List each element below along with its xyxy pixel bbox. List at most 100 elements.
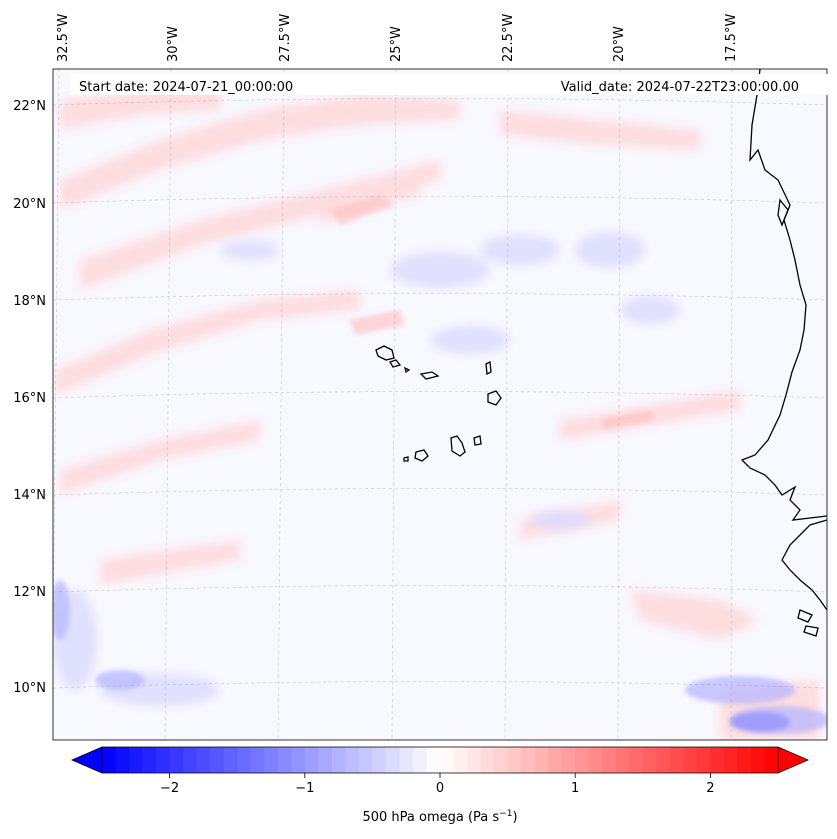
colorbar-cell <box>264 747 279 773</box>
santiago-island <box>450 435 466 457</box>
colorbar-tick-label: −2 <box>160 781 179 796</box>
santo-antao-island <box>375 345 395 361</box>
colorbar-tick-label: −1 <box>295 781 314 796</box>
colorbar-cell <box>453 747 468 773</box>
colorbar-cell <box>426 747 441 773</box>
colorbar-cell <box>196 747 211 773</box>
colorbar-cell <box>237 747 252 773</box>
colorbar-cell <box>710 747 725 773</box>
colorbar-cell <box>358 747 373 773</box>
colorbar-cell <box>548 747 563 773</box>
colorbar-tick-label: 0 <box>436 781 444 796</box>
lon-label: 32.5°W <box>56 14 71 62</box>
colorbar-cell <box>385 747 400 773</box>
colorbar-cell <box>183 747 198 773</box>
colorbar-cell <box>467 747 481 773</box>
lat-label: 16°N <box>13 391 46 406</box>
gridlines <box>53 69 827 740</box>
colorbar-tick-label: 1 <box>571 781 579 796</box>
lat-label: 22°N <box>13 99 46 114</box>
colorbar-cells <box>102 747 779 773</box>
lat-label: 20°N <box>13 197 46 212</box>
lon-label: 17.5°W <box>724 14 739 62</box>
colorbar-cell <box>615 747 630 773</box>
colorbar-cell <box>345 747 360 773</box>
colorbar-cell <box>723 747 738 773</box>
lat-label: 12°N <box>13 585 46 600</box>
colorbar-cell <box>602 747 617 773</box>
colorbar-label: 500 hPa omega (Pa s−1) <box>362 809 517 825</box>
colorbar-cell <box>223 747 238 773</box>
lon-label: 22.5°W <box>501 14 516 62</box>
colorbar-cell <box>494 747 508 773</box>
colorbar-cell <box>737 747 752 773</box>
lon-label: 25°W <box>389 26 404 62</box>
fogo-island <box>414 449 429 462</box>
colorbar-cell <box>480 747 495 773</box>
lat-label: 10°N <box>13 681 46 696</box>
date-label-background <box>70 74 830 95</box>
lat-label: 14°N <box>13 488 46 503</box>
cape-blanc <box>777 198 789 227</box>
colorbar-cell <box>507 747 522 773</box>
map-frame <box>52 68 828 741</box>
colorbar-cell <box>764 747 779 773</box>
omega-field <box>53 85 827 740</box>
colorbar-cell <box>129 747 143 773</box>
maio-island <box>473 435 482 446</box>
coastlines <box>375 69 827 637</box>
colorbar-cell <box>277 747 292 773</box>
colorbar-cell <box>169 747 184 773</box>
colorbar-cell <box>656 747 671 773</box>
map-panel <box>52 68 828 741</box>
santa-luzia-island <box>404 366 411 374</box>
colorbar-cell <box>669 747 684 773</box>
sao-nicolau-island <box>419 371 440 380</box>
valid-date-label: Valid_date: 2024-07-22T23:00:00.00 <box>561 80 799 95</box>
colorbar-tick-label: 2 <box>706 781 714 796</box>
colorbar-cell <box>291 747 306 773</box>
latitude-labels: 22°N 20°N 18°N 16°N 14°N 12°N 10°N <box>13 99 46 696</box>
colorbar-cell <box>331 747 346 773</box>
lon-label: 20°W <box>612 26 627 62</box>
longitude-labels: 32.5°W 30°W 27.5°W 25°W 22.5°W 20°W 17.5… <box>56 14 739 62</box>
colorbar-ticks: −2 −1 0 1 2 <box>160 773 715 796</box>
colorbar-cell <box>250 747 265 773</box>
colorbar-cell <box>399 747 414 773</box>
colorbar-cell <box>575 747 590 773</box>
senegal-guinea-coast <box>781 519 827 611</box>
colorbar-max-arrow <box>777 746 810 774</box>
colorbar-cell <box>521 747 536 773</box>
colorbar-cell <box>318 747 333 773</box>
colorbar-cell <box>156 747 170 773</box>
colorbar-cell <box>629 747 644 773</box>
bissagos-islands-2 <box>803 625 819 637</box>
colorbar-cell <box>372 747 387 773</box>
colorbar-cell <box>696 747 711 773</box>
brava-island <box>403 456 409 462</box>
colorbar-cell <box>588 747 603 773</box>
boa-vista-island <box>487 390 502 406</box>
colorbar-cell <box>142 747 157 773</box>
colorbar-cell <box>561 747 576 773</box>
colorbar-cell <box>642 747 657 773</box>
colorbar-cell <box>440 747 454 773</box>
colorbar-cell <box>102 747 116 773</box>
colorbar-cell <box>412 747 427 773</box>
lat-label: 18°N <box>13 294 46 309</box>
lon-label: 27.5°W <box>278 14 293 62</box>
lon-label: 30°W <box>166 26 181 62</box>
colorbar-cell <box>304 747 319 773</box>
colorbar-cell <box>683 747 698 773</box>
africa-coastline <box>740 69 827 521</box>
sao-vicente-island <box>389 359 402 368</box>
bissagos-islands <box>797 609 813 623</box>
colorbar-cell <box>210 747 225 773</box>
sal-island <box>485 360 492 376</box>
colorbar-cell <box>534 747 549 773</box>
colorbar-cell <box>115 747 130 773</box>
start-date-label: Start date: 2024-07-21_00:00:00 <box>79 80 293 95</box>
colorbar: −2 −1 0 1 2 500 hPa omega (Pa s−1) <box>70 746 810 825</box>
colorbar-cell <box>750 747 765 773</box>
